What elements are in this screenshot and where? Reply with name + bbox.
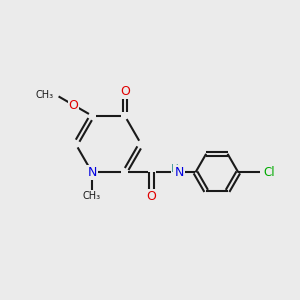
Text: H: H	[171, 164, 179, 174]
Text: Cl: Cl	[263, 166, 275, 179]
Text: O: O	[69, 98, 78, 112]
Text: CH₃: CH₃	[36, 90, 54, 100]
Text: O: O	[120, 85, 130, 98]
Text: CH₃: CH₃	[83, 190, 101, 201]
Text: N: N	[174, 167, 184, 179]
Text: N: N	[87, 166, 97, 179]
Text: O: O	[146, 190, 156, 202]
